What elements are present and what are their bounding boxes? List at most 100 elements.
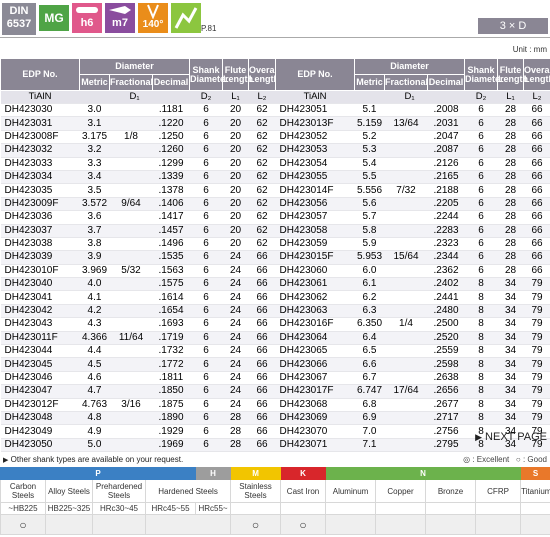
fractional: [384, 237, 428, 252]
overall-length: 66: [523, 103, 550, 118]
edp-number: DH423017F: [275, 384, 355, 399]
decimal: .2323: [427, 237, 465, 252]
symbol: D₂: [464, 90, 498, 104]
fractional: [109, 250, 153, 265]
column-header: Metric: [354, 74, 385, 91]
overall-length: 62: [248, 224, 276, 238]
data-row: DH423070 7.0 .2756 8 34 79: [275, 424, 550, 439]
decimal: .1772: [152, 357, 190, 372]
edp-number: DH423051: [275, 103, 355, 118]
shank-diameter: 8: [464, 357, 498, 372]
data-row: DH423015F 5.953 15/64.2344 6 28 66: [275, 250, 550, 265]
column-header: Flute Length: [497, 58, 528, 91]
metric: 6.4: [354, 331, 385, 346]
decimal: .2205: [427, 197, 465, 212]
metric: 5.6: [354, 197, 385, 212]
metric: 5.8: [354, 224, 385, 238]
data-row: DH423050 5.0 .1969 6 28 66: [0, 438, 276, 453]
data-row: DH423009F 3.572 9/64.1406 6 20 62: [0, 197, 276, 212]
shank-diameter: 6: [464, 103, 498, 118]
overall-length: 66: [248, 371, 276, 386]
edp-number: DH423045: [0, 357, 80, 372]
fractional: [384, 357, 428, 372]
fractional: 11/64: [109, 331, 153, 346]
flute-length: 34: [497, 398, 524, 412]
shank-diameter: 8: [464, 384, 498, 399]
overall-length: 66: [248, 384, 276, 399]
metric: 6.5: [354, 344, 385, 359]
data-row: DH423010F 3.969 5/32.1563 6 24 66: [0, 264, 276, 279]
rating: [375, 514, 427, 535]
metric: 3.7: [79, 224, 110, 238]
edp-number: DH423039: [0, 250, 80, 265]
fractional: [384, 157, 428, 171]
metric: 4.5: [79, 357, 110, 372]
metric: 3.8: [79, 237, 110, 252]
legend-excellent: ◎ : Excellent: [463, 455, 510, 464]
hardness: [475, 502, 522, 515]
edp-number: DH423043: [0, 317, 80, 332]
next-page-label[interactable]: NEXT PAGE: [485, 431, 547, 443]
overall-length: 79: [523, 317, 550, 332]
shank-diameter: 6: [189, 357, 223, 372]
edp-number: DH423042: [0, 304, 80, 319]
edp-number: DH423055: [275, 170, 355, 185]
flute-length: 24: [222, 357, 249, 372]
flute-length: 28: [497, 237, 524, 252]
flute-length: 28: [497, 116, 524, 131]
overall-length: 66: [523, 130, 550, 145]
flute-length: 28: [497, 170, 524, 185]
material-class: Hardened Steels: [144, 479, 232, 503]
shank-diameter: 6: [189, 290, 223, 305]
shank-diameter: 6: [189, 438, 223, 453]
edp-number: DH423031: [0, 116, 80, 131]
overall-length: 66: [523, 264, 550, 279]
edp-number: DH423013F: [275, 116, 355, 131]
overall-length: 66: [248, 317, 276, 332]
angle-icon: [147, 4, 159, 19]
data-row: DH423040 4.0 .1575 6 24 66: [0, 277, 276, 292]
flute-length: 28: [222, 424, 249, 439]
standard-number: 6537: [6, 18, 32, 30]
fractional: [384, 344, 428, 359]
edp-number: DH423035: [0, 183, 80, 198]
fractional: [109, 438, 153, 453]
overall-length: 79: [523, 344, 550, 359]
metric: 3.5: [79, 183, 110, 198]
decimal: .2520: [427, 331, 465, 346]
decimal: .1875: [152, 398, 190, 412]
data-row: DH423011F 4.366 11/64.1719 6 24 66: [0, 331, 276, 346]
decimal: .2756: [427, 424, 465, 439]
metric: 6.0: [354, 264, 385, 279]
symbol: L₁: [222, 90, 249, 104]
symbol: D₂: [189, 90, 223, 104]
flute-length: 24: [222, 398, 249, 412]
edp-number: DH423046: [0, 371, 80, 386]
fractional: [384, 197, 428, 212]
fractional: [109, 157, 153, 171]
metric: 7.0: [354, 424, 385, 439]
flute-length: 34: [497, 304, 524, 319]
column-header: Shank Diameter: [464, 58, 504, 91]
fractional: [384, 130, 428, 145]
hardness: [375, 502, 427, 515]
symbol: L₂: [248, 90, 276, 104]
overall-length: 79: [523, 384, 550, 399]
hardness: [280, 502, 327, 515]
overall-length: 62: [248, 170, 276, 185]
hardness: [230, 502, 282, 515]
metric: 6.8: [354, 398, 385, 412]
shank-diameter: 6: [189, 183, 223, 198]
overall-length: 79: [523, 304, 550, 319]
flute-length: 34: [497, 290, 524, 305]
fractional: [384, 103, 428, 118]
shank-diameter: 6: [189, 116, 223, 131]
next-page[interactable]: ▶ NEXT PAGE: [475, 431, 547, 443]
standard-label: DIN: [9, 5, 29, 17]
edp-number: DH423033: [0, 157, 80, 171]
metric: 3.4: [79, 170, 110, 185]
overall-length: 66: [523, 250, 550, 265]
shank-diameter: 6: [464, 130, 498, 145]
decimal: .1535: [152, 250, 190, 265]
shank-diameter: 6: [189, 224, 223, 238]
